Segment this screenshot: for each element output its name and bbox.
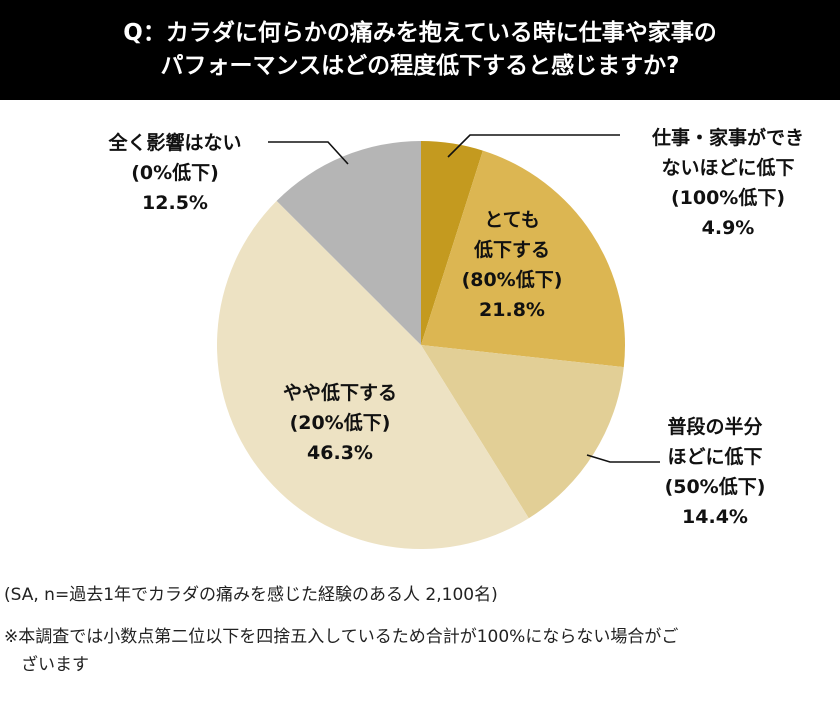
pie-slice-20-percent	[216, 200, 529, 550]
sample-note: (SA, n=過去1年でカラダの痛みを感じた経験のある人 2,100名)	[4, 585, 498, 605]
pie-slice-50-percent	[421, 345, 624, 519]
pie-chart	[216, 134, 660, 550]
slice-value-label: 14.4%	[682, 506, 748, 528]
question-title-line-2: パフォーマンスはどの程度低下すると感じますか?	[160, 53, 680, 79]
slice-value-label: 46.3%	[307, 442, 373, 464]
slice-label-80-percent: とても 低下する (80%低下) 21.8%	[432, 205, 592, 325]
slice-label-line: (20%低下)	[289, 412, 391, 434]
leader-line-100-percent	[447, 134, 620, 158]
slice-label-50-percent: 普段の半分 ほどに低下 (50%低下) 14.4%	[630, 412, 800, 532]
slice-label-line: ないほどに低下	[661, 157, 795, 179]
slice-label-0-percent: 全く影響はない (0%低下) 12.5%	[85, 128, 265, 218]
slice-label-line: とても	[484, 209, 540, 231]
leader-line-0-percent	[268, 141, 349, 165]
slice-value-label: 21.8%	[479, 299, 545, 321]
rounding-note-line-2: ざいます	[4, 655, 89, 675]
slice-label-line: 仕事・家事ができ	[651, 127, 804, 149]
slice-label-20-percent: やや低下する (20%低下) 46.3%	[250, 378, 430, 468]
slice-label-line: やや低下する	[282, 382, 397, 404]
slice-label-line: (80%低下)	[461, 269, 563, 291]
slice-value-label: 12.5%	[142, 192, 208, 214]
slice-label-line: (100%低下)	[670, 187, 786, 209]
slice-label-line: 全く影響はない	[108, 132, 242, 154]
slice-label-line: 普段の半分	[667, 416, 763, 438]
slice-label-line: (50%低下)	[664, 476, 766, 498]
pie-slice-100-percent	[421, 141, 483, 345]
leader-line-50-percent	[586, 454, 660, 463]
slice-label-line: (0%低下)	[131, 162, 219, 184]
pie-slice-80-percent	[421, 150, 625, 368]
slice-value-label: 4.9%	[701, 217, 755, 239]
slice-label-line: 低下する	[473, 239, 550, 261]
question-title-line-1: Q：カラダに何らかの痛みを抱えている時に仕事や家事の	[123, 20, 717, 46]
pie-slice-0-percent	[276, 141, 421, 345]
slice-label-100-percent: 仕事・家事ができ ないほどに低下 (100%低下) 4.9%	[625, 123, 831, 243]
question-title-bar: Q：カラダに何らかの痛みを抱えている時に仕事や家事の パフォーマンスはどの程度低…	[0, 0, 840, 100]
slice-label-line: ほどに低下	[667, 446, 763, 468]
rounding-note-line-1: ※本調査では小数点第二位以下を四捨五入しているため合計が100%にならない場合が…	[4, 627, 679, 647]
